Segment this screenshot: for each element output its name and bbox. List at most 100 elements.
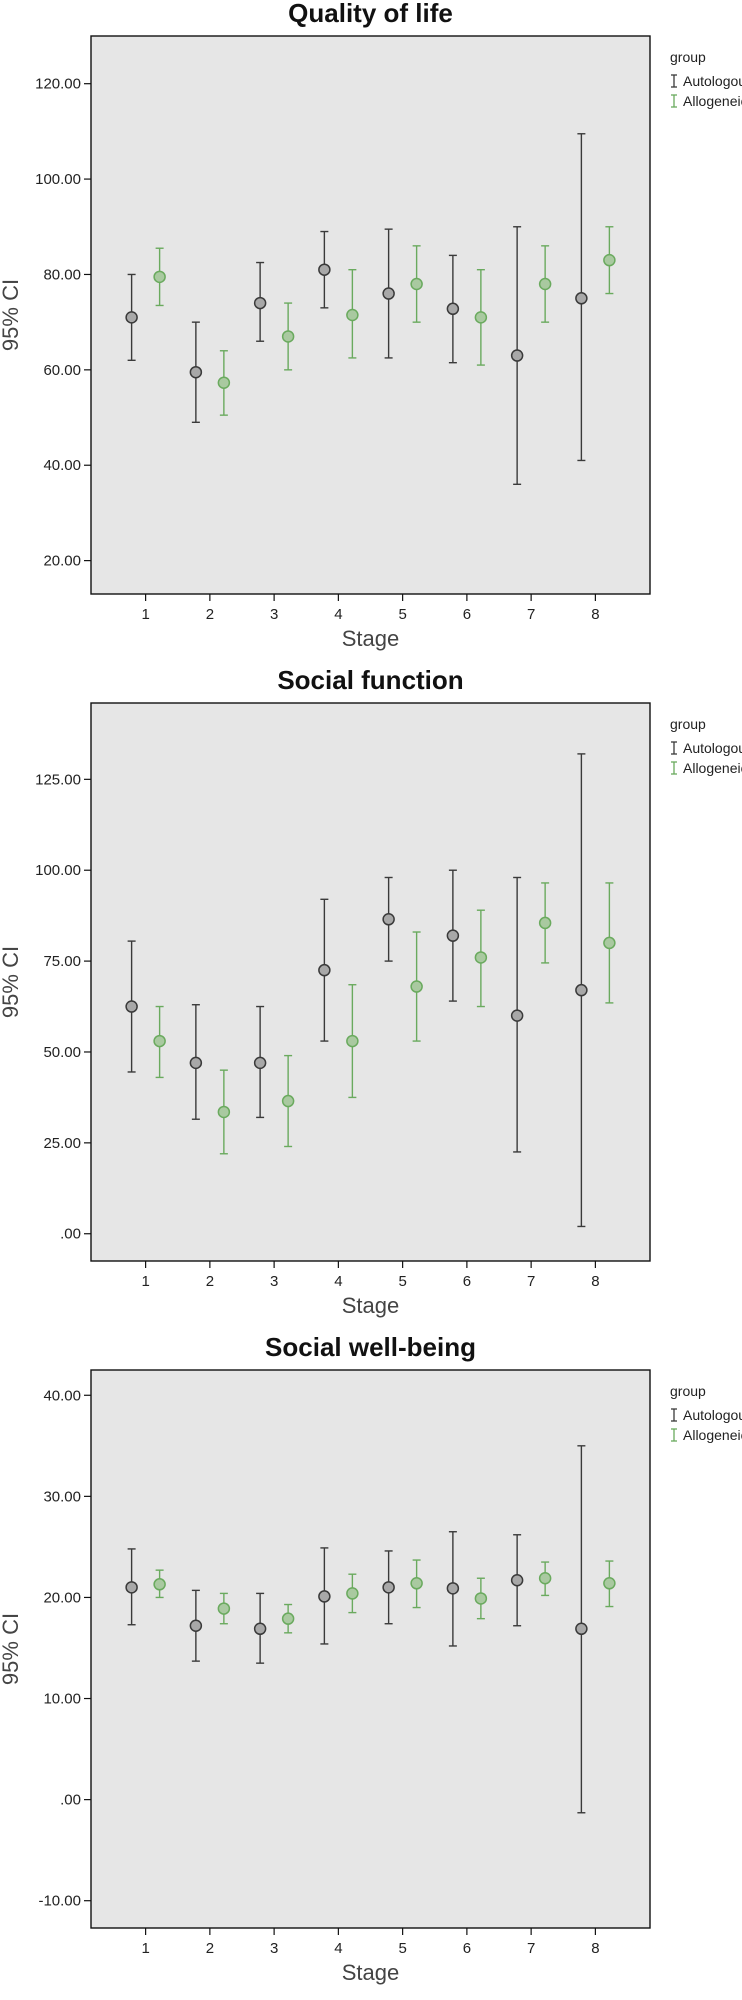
x-axis-label: Stage [342,1293,400,1318]
x-tick-label: 4 [334,606,342,623]
y-tick-label: 75.00 [43,953,81,970]
chart-title: Quality of life [288,0,453,28]
legend-item-autologous: Autologous [671,1407,742,1423]
x-tick-label: 8 [591,606,599,623]
legend-item-allogeneic: Allogeneic [671,93,742,109]
mean-point-autologous [575,1622,588,1636]
chart-title: Social well-being [265,1332,476,1362]
y-axis-label: 95% CI [0,1613,23,1685]
legend-title: group [670,1383,706,1399]
y-tick-label: .00 [60,1226,81,1243]
legend-label: Allogeneic [683,93,742,109]
mean-point-autologous [125,1581,138,1594]
x-tick-label: 1 [141,606,149,623]
mean-point-allogeneic [346,1034,359,1048]
y-tick-label: 60.00 [43,362,81,379]
legend-title: group [670,716,706,732]
plot-area [90,35,651,595]
x-tick-label: 1 [141,1940,149,1957]
mean-point-allogeneic [474,1592,488,1605]
x-tick-label: 7 [527,1273,535,1290]
mean-point-autologous [189,365,203,379]
x-tick-label: 8 [591,1940,599,1957]
mean-point-autologous [125,1000,138,1013]
y-tick-label: 100.00 [35,862,81,879]
mean-point-autologous [253,1622,267,1636]
mean-point-allogeneic [217,1105,231,1119]
legend-item-autologous: Autologous [671,740,742,756]
mean-point-autologous [446,302,460,316]
chart-panel-social-function: Social function .00 25.00 50.00 75.00 100.00 1… [0,665,742,1333]
mean-point-allogeneic [603,936,616,950]
y-tick-label: 80.00 [43,266,81,283]
chart-svg-social-well-being: Social well-being -10.00 .00 10.00 20.00 30.0… [0,1332,742,1985]
legend-item-allogeneic: Allogeneic [671,1427,742,1443]
x-tick-label: 3 [270,606,278,623]
legend-title: group [670,49,706,65]
mean-point-autologous [382,287,395,300]
y-tick-label: 40.00 [43,457,81,474]
x-tick-label: 2 [206,1940,214,1957]
mean-point-allogeneic [603,253,616,267]
series-allogeneic [153,226,616,416]
mean-point-allogeneic [281,1612,295,1625]
mean-point-autologous [382,1581,395,1594]
x-tick-label: 4 [334,1940,342,1957]
chart-panel-quality-of-life: Quality of life 20.00 40.00 60.00 80.00 100.0… [0,0,742,666]
y-axis-label: 95% CI [0,279,23,351]
x-tick-label: 7 [527,606,535,623]
mean-point-autologous [318,963,331,977]
series-autologous [125,133,588,486]
y-tick-label: 50.00 [43,1044,81,1061]
mean-point-autologous [189,1056,203,1070]
legend-label: Allogeneic [683,760,742,776]
y-tick-label: 120.00 [35,76,81,93]
mean-point-allogeneic [281,330,295,343]
x-tick-label: 7 [527,1940,535,1957]
mean-point-autologous [382,913,395,926]
mean-point-autologous [575,983,588,997]
mean-point-autologous [510,1574,524,1587]
mean-point-allogeneic [217,376,231,389]
x-tick-label: 4 [334,1273,342,1290]
mean-point-autologous [510,349,524,362]
mean-point-autologous [125,311,138,324]
x-axis-label: Stage [342,626,400,651]
x-tick-label: 3 [270,1940,278,1957]
mean-point-allogeneic [153,1578,166,1591]
y-tick-label: .00 [60,1792,81,1809]
mean-point-allogeneic [346,308,359,322]
series-allogeneic [153,1559,616,1634]
chart-svg-quality-of-life: Quality of life 20.00 40.00 60.00 80.00 100.0… [0,0,742,651]
x-tick-label: 6 [463,1273,471,1290]
mean-point-allogeneic [603,1577,616,1590]
x-tick-label: 5 [398,606,406,623]
mean-point-autologous [318,263,331,276]
mean-point-allogeneic [281,1094,295,1108]
mean-point-allogeneic [538,1571,552,1585]
plot-area [90,702,651,1262]
y-tick-label: 25.00 [43,1135,81,1152]
x-tick-label: 3 [270,1273,278,1290]
chart-title: Social function [277,665,463,695]
x-tick-label: 2 [206,1273,214,1290]
mean-point-allogeneic [474,951,488,964]
mean-point-allogeneic [346,1587,359,1600]
x-tick-label: 5 [398,1940,406,1957]
legend-label: Autologous [683,1407,742,1423]
plot-area [90,1369,651,1929]
y-tick-label: 100.00 [35,171,81,188]
y-tick-label: 20.00 [43,553,81,570]
mean-point-autologous [318,1590,331,1603]
chart-svg-social-function: Social function .00 25.00 50.00 75.00 100.00 1… [0,665,742,1318]
x-tick-label: 5 [398,1273,406,1290]
mean-point-autologous [446,1582,460,1595]
mean-point-autologous [253,1056,267,1070]
x-tick-label: 8 [591,1273,599,1290]
mean-point-allogeneic [410,277,423,291]
legend-label: Autologous [683,73,742,89]
mean-point-autologous [253,296,267,310]
mean-point-autologous [189,1619,203,1632]
mean-point-allogeneic [410,1577,423,1590]
x-tick-label: 6 [463,1940,471,1957]
